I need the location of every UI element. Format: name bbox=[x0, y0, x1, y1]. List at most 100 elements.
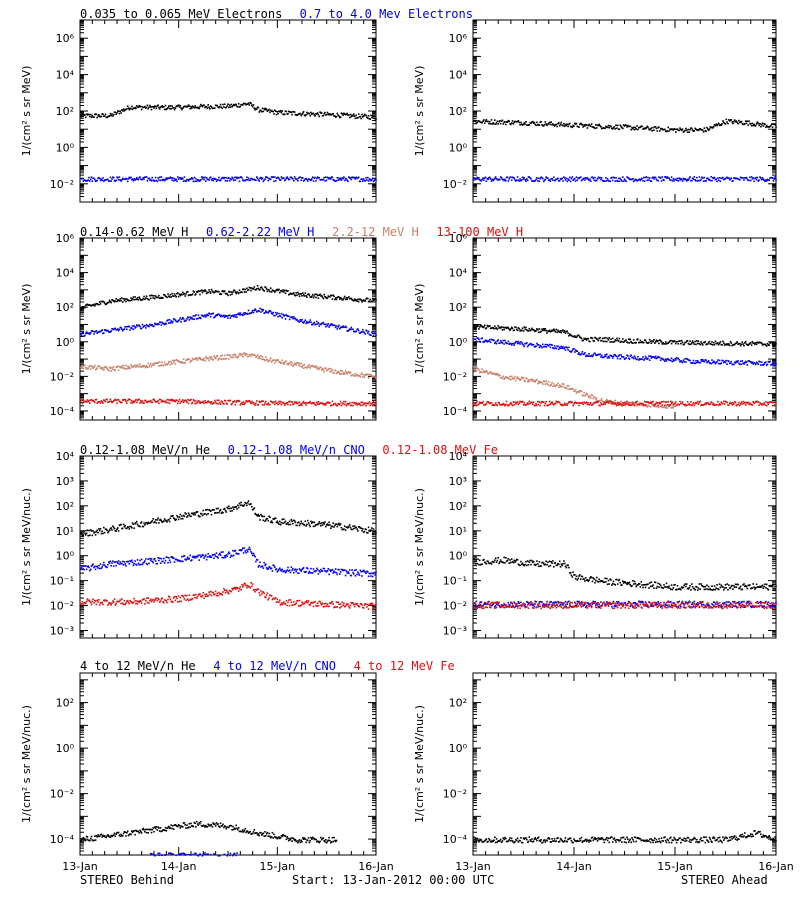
data-point-0-62-2-22-mev-h bbox=[169, 322, 172, 324]
data-point-0-035-to-0-065-mev-electrons bbox=[491, 123, 494, 125]
data-point-13-100-mev-h bbox=[262, 400, 265, 402]
data-point-0-14-0-62-mev-h bbox=[500, 326, 503, 328]
data-point-0-035-to-0-065-mev-electrons bbox=[239, 105, 242, 108]
data-point-0-7-to-4-0-mev-electrons bbox=[109, 176, 112, 179]
data-point-2-2-12-mev-h bbox=[516, 376, 519, 378]
data-point-0-62-2-22-mev-h bbox=[267, 312, 270, 314]
data-point-0-035-to-0-065-mev-electrons bbox=[756, 121, 759, 123]
data-point-0-035-to-0-065-mev-electrons bbox=[206, 107, 209, 110]
data-point-0-035-to-0-065-mev-electrons bbox=[492, 122, 494, 124]
data-point-2-2-12-mev-h bbox=[636, 405, 638, 407]
data-point-13-100-mev-h bbox=[553, 404, 555, 406]
data-point-0-62-2-22-mev-h bbox=[558, 348, 560, 350]
data-point-13-100-mev-h bbox=[510, 403, 513, 405]
data-point-0-14-0-62-mev-h bbox=[622, 338, 624, 340]
data-point-0-14-0-62-mev-h bbox=[662, 342, 664, 344]
data-point-0-035-to-0-065-mev-electrons bbox=[626, 126, 628, 128]
data-point-2-2-12-mev-h bbox=[338, 371, 340, 374]
data-point-0-14-0-62-mev-h bbox=[108, 299, 111, 302]
data-point-0-14-0-62-mev-h bbox=[555, 328, 558, 331]
data-point-0-7-to-4-0-mev-electrons bbox=[735, 177, 738, 180]
data-point-2-2-12-mev-h bbox=[473, 366, 475, 368]
data-point-0-62-2-22-mev-h bbox=[214, 315, 217, 317]
data-point-0-14-0-62-mev-h bbox=[80, 308, 83, 311]
data-point-0-14-0-62-mev-h bbox=[575, 336, 578, 339]
data-point-0-7-to-4-0-mev-electrons bbox=[190, 178, 192, 180]
data-point-13-100-mev-h bbox=[315, 404, 317, 406]
data-point-0-62-2-22-mev-h bbox=[594, 352, 596, 355]
data-point-13-100-mev-h bbox=[247, 400, 250, 402]
y-tick-label: 10⁴ bbox=[56, 267, 75, 280]
data-point-0-035-to-0-065-mev-electrons bbox=[678, 129, 680, 132]
data-point-2-2-12-mev-h bbox=[346, 372, 348, 375]
data-point-2-2-12-mev-h bbox=[163, 361, 166, 364]
data-point-0-62-2-22-mev-h bbox=[678, 359, 680, 361]
data-point-2-2-12-mev-h bbox=[527, 379, 530, 381]
data-point-0-62-2-22-mev-h bbox=[728, 360, 730, 363]
data-point-2-2-12-mev-h bbox=[536, 378, 538, 381]
data-point-2-2-12-mev-h bbox=[215, 355, 218, 358]
data-point-0-7-to-4-0-mev-electrons bbox=[293, 176, 296, 178]
data-point-0-14-0-62-mev-h bbox=[680, 342, 682, 345]
y-axis-label: 1/(cm² s sr MeV) bbox=[20, 284, 33, 375]
data-point-13-100-mev-h bbox=[356, 404, 358, 406]
data-point-0-035-to-0-065-mev-electrons bbox=[340, 112, 343, 114]
data-point-2-2-12-mev-h bbox=[176, 359, 178, 361]
y-tick-label: 10⁶ bbox=[449, 32, 468, 45]
data-point-0-62-2-22-mev-h bbox=[101, 329, 103, 331]
data-point-0-035-to-0-065-mev-electrons bbox=[760, 123, 763, 126]
data-point-0-14-0-62-mev-h bbox=[676, 340, 679, 343]
data-point-0-62-2-22-mev-h bbox=[84, 334, 86, 337]
data-point-13-100-mev-h bbox=[107, 401, 109, 404]
data-point-0-14-0-62-mev-h bbox=[700, 341, 702, 343]
data-point-0-62-2-22-mev-h bbox=[720, 362, 723, 364]
data-point-0-7-to-4-0-mev-electrons bbox=[721, 177, 723, 180]
data-point-0-14-0-62-mev-h bbox=[287, 290, 289, 292]
data-point-0-7-to-4-0-mev-electrons bbox=[205, 177, 208, 179]
data-point-0-7-to-4-0-mev-electrons bbox=[497, 179, 499, 181]
data-point-0-035-to-0-065-mev-electrons bbox=[707, 128, 709, 130]
data-point-0-14-0-62-mev-h bbox=[567, 332, 569, 335]
data-point-0-035-to-0-065-mev-electrons bbox=[554, 123, 557, 126]
data-point-0-035-to-0-065-mev-electrons bbox=[235, 103, 237, 106]
data-point-13-100-mev-h bbox=[522, 404, 525, 406]
data-point-2-2-12-mev-h bbox=[290, 364, 293, 366]
data-point-0-035-to-0-065-mev-electrons bbox=[123, 110, 126, 112]
data-point-0-14-0-62-mev-h bbox=[770, 341, 772, 344]
data-point-0-7-to-4-0-mev-electrons bbox=[112, 176, 115, 179]
data-point-13-100-mev-h bbox=[504, 404, 506, 407]
data-point-2-2-12-mev-h bbox=[594, 396, 596, 399]
data-point-0-7-to-4-0-mev-electrons bbox=[526, 178, 528, 180]
data-point-0-14-0-62-mev-h bbox=[268, 289, 270, 291]
data-point-2-2-12-mev-h bbox=[242, 356, 244, 358]
data-point-0-7-to-4-0-mev-electrons bbox=[765, 180, 768, 182]
data-point-0-62-2-22-mev-h bbox=[735, 360, 738, 363]
data-point-2-2-12-mev-h bbox=[595, 397, 598, 400]
data-point-2-2-12-mev-h bbox=[112, 368, 114, 371]
data-point-0-035-to-0-065-mev-electrons bbox=[765, 124, 768, 127]
data-point-13-100-mev-h bbox=[374, 402, 376, 404]
data-point-0-7-to-4-0-mev-electrons bbox=[490, 180, 493, 182]
data-point-0-035-to-0-065-mev-electrons bbox=[739, 120, 742, 123]
data-point-2-2-12-mev-h bbox=[101, 368, 103, 370]
data-point-0-035-to-0-065-mev-electrons bbox=[499, 120, 501, 122]
data-point-0-7-to-4-0-mev-electrons bbox=[371, 178, 373, 181]
data-point-2-2-12-mev-h bbox=[475, 370, 478, 372]
data-point-0-62-2-22-mev-h bbox=[242, 312, 245, 314]
data-point-0-7-to-4-0-mev-electrons bbox=[531, 180, 534, 182]
data-point-0-62-2-22-mev-h bbox=[163, 323, 166, 326]
data-point-2-2-12-mev-h bbox=[498, 375, 500, 377]
data-point-0-62-2-22-mev-h bbox=[279, 315, 282, 318]
y-tick-label: 10² bbox=[449, 301, 467, 314]
data-point-0-7-to-4-0-mev-electrons bbox=[600, 178, 602, 181]
data-point-0-62-2-22-mev-h bbox=[118, 328, 121, 331]
data-point-0-14-0-62-mev-h bbox=[698, 342, 701, 345]
data-point-0-035-to-0-065-mev-electrons bbox=[643, 128, 646, 130]
data-point-0-035-to-0-065-mev-electrons bbox=[226, 105, 228, 107]
data-point-2-2-12-mev-h bbox=[504, 377, 506, 379]
data-point-13-100-mev-h bbox=[487, 400, 489, 403]
data-point-0-62-2-22-mev-h bbox=[515, 340, 518, 343]
data-point-0-035-to-0-065-mev-electrons bbox=[612, 127, 615, 129]
data-point-0-7-to-4-0-mev-electrons bbox=[740, 177, 743, 179]
